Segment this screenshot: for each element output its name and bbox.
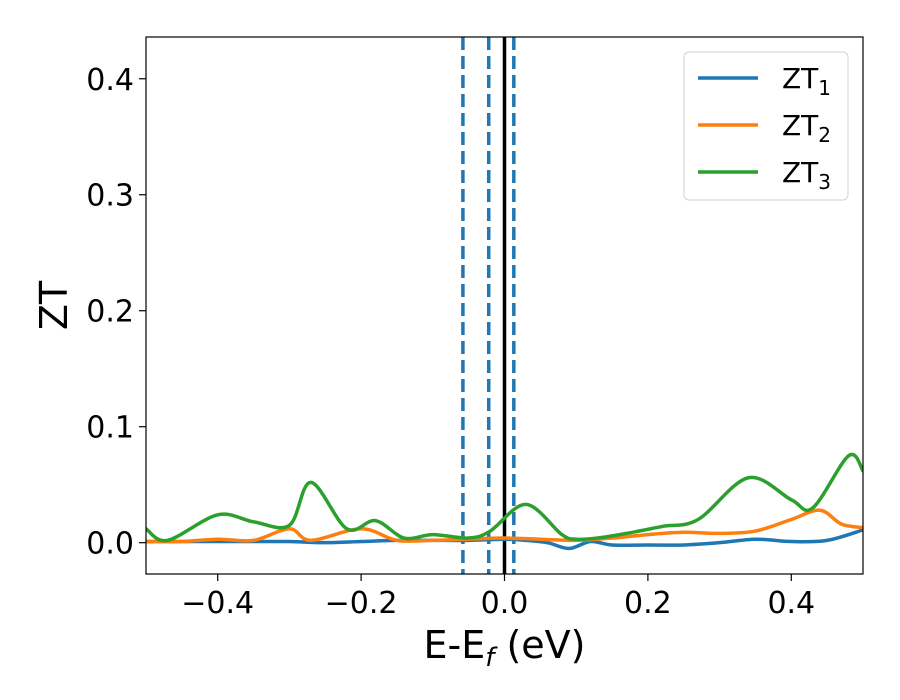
series-line-zt2 — [146, 508, 863, 544]
y-tick-label: 0.2 — [86, 295, 134, 330]
x-tick-label: −0.2 — [325, 586, 398, 621]
legend: ZT1 ZT2 ZT3 — [683, 51, 849, 201]
x-tick-label: 0.4 — [767, 586, 815, 621]
x-tick-label: 0.0 — [481, 586, 529, 621]
legend-label-zt3: ZT3 — [782, 156, 831, 194]
legend-box — [683, 51, 849, 201]
y-axis-label: ZT — [32, 280, 76, 330]
y-tick-label: 0.4 — [86, 63, 134, 98]
y-tick-label: 0.1 — [86, 411, 134, 446]
legend-label-zt2: ZT2 — [782, 109, 831, 147]
x-tick-label: −0.4 — [181, 586, 254, 621]
x-tick-label: 0.2 — [624, 586, 672, 621]
y-tick-label: 0.3 — [86, 179, 134, 214]
x-axis-label: E-Ef (eV) — [424, 623, 586, 673]
legend-label-zt1: ZT1 — [782, 62, 831, 100]
series-line-zt3 — [146, 452, 863, 543]
y-tick-label: 0.0 — [86, 527, 134, 562]
x-label-unit: (eV) — [494, 623, 585, 667]
x-label-main: E-E — [424, 623, 486, 667]
